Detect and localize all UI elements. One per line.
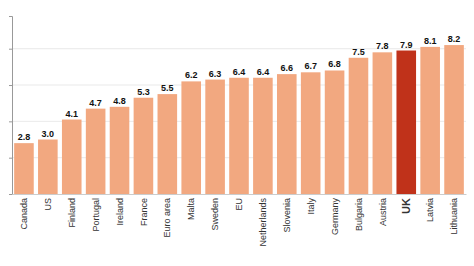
- data-label: 7.9: [400, 40, 413, 50]
- x-tick-label: Austria: [378, 198, 388, 226]
- data-label: 5.3: [137, 87, 150, 97]
- x-tick: Ireland: [115, 194, 125, 226]
- x-tick-label: Ireland: [115, 198, 125, 226]
- x-tick-label: EU: [234, 198, 244, 211]
- x-tick: Portugal: [91, 194, 101, 232]
- bar: [253, 78, 273, 194]
- y-tick-mark: [9, 85, 12, 86]
- x-tick-label: Malta: [186, 198, 196, 220]
- x-tick: France: [139, 194, 149, 226]
- y-tick: [9, 121, 12, 122]
- data-label: 4.8: [113, 96, 126, 106]
- bar: [373, 52, 393, 194]
- bar: [14, 143, 34, 194]
- x-tick-label: Sweden: [210, 198, 220, 231]
- data-label: 4.1: [65, 109, 78, 119]
- data-label: 6.2: [185, 70, 198, 80]
- x-tick-label: France: [139, 198, 149, 226]
- x-tick-label: Germany: [330, 198, 340, 236]
- x-tick: Bulgaria: [354, 194, 364, 231]
- data-label: 4.7: [89, 98, 102, 108]
- x-tick-label: Lithuania: [449, 198, 459, 235]
- x-tick-label: Finland: [67, 198, 77, 228]
- data-labels: 2.8 3.0 4.1 4.7 4.8 5.3 5.5 6.2 6.3 6.4 6.4 6.6 6.7 6…: [18, 34, 461, 142]
- x-tick: Slovenia: [282, 194, 292, 233]
- data-label: 6.3: [209, 69, 222, 79]
- x-tick: Latvia: [425, 194, 435, 222]
- data-label: 6.7: [304, 61, 317, 71]
- y-tick-mark: [9, 49, 12, 50]
- bar: [110, 107, 130, 194]
- bar: [277, 74, 297, 194]
- data-label: 6.8: [328, 59, 341, 69]
- plot: Canada US Finland Portugal Ireland France Euro…: [9, 17, 467, 247]
- x-tick-label: UK: [400, 198, 412, 214]
- x-tick-label: Slovenia: [282, 198, 292, 233]
- x-tick: Canada: [19, 194, 29, 230]
- bar: [301, 72, 321, 194]
- data-label: 6.4: [233, 67, 246, 77]
- bar: [205, 80, 225, 194]
- bar: [38, 140, 58, 194]
- y-tick: [9, 85, 12, 86]
- x-tick: Lithuania: [449, 194, 459, 235]
- x-tick-label: Euro area: [162, 198, 172, 238]
- grid-line: [12, 48, 466, 49]
- x-tick: US: [43, 194, 53, 211]
- x-tick: EU: [234, 194, 244, 211]
- x-axis-line: [13, 194, 467, 195]
- data-label: 8.1: [424, 36, 437, 46]
- x-tick: UK: [400, 194, 412, 214]
- bar: [444, 45, 464, 194]
- x-tick-label: Latvia: [425, 198, 435, 222]
- bar: [396, 51, 416, 194]
- data-label: 6.6: [281, 63, 294, 73]
- y-axis-line: [9, 17, 13, 195]
- x-tick-label: Netherlands: [258, 198, 268, 247]
- x-tick: Malta: [186, 194, 196, 220]
- bars: [14, 45, 464, 194]
- bar: [181, 81, 201, 194]
- y-tick-mark: [9, 121, 12, 122]
- data-label: 6.4: [257, 67, 270, 77]
- chart: Canada US Finland Portugal Ireland France Euro…: [0, 0, 474, 266]
- bar: [349, 58, 369, 194]
- x-tick: Italy: [306, 194, 316, 215]
- x-tick: Austria: [378, 194, 388, 226]
- x-tick: Finland: [67, 194, 77, 228]
- bar: [158, 94, 178, 194]
- bar: [420, 47, 440, 194]
- x-axis: Canada US Finland Portugal Ireland France Euro…: [13, 194, 467, 247]
- x-tick-label: US: [43, 198, 53, 211]
- x-tick: Germany: [330, 194, 340, 235]
- y-tick: [9, 49, 12, 50]
- x-tick-label: Canada: [19, 198, 29, 230]
- x-tick: Sweden: [210, 194, 220, 231]
- data-label: 7.5: [352, 47, 365, 57]
- y-axis: [9, 17, 13, 195]
- data-label: 8.2: [448, 34, 461, 44]
- y-tick: [9, 158, 12, 159]
- data-label: 3.0: [42, 129, 55, 139]
- bar: [325, 70, 345, 194]
- bar: [86, 109, 106, 194]
- data-label: 2.8: [18, 132, 31, 142]
- bar: [62, 120, 82, 194]
- data-label: 7.8: [376, 41, 389, 51]
- bar: [134, 98, 154, 194]
- bar: [229, 78, 249, 194]
- data-label: 5.5: [161, 83, 174, 93]
- x-tick-label: Bulgaria: [354, 198, 364, 231]
- x-tick-label: Portugal: [91, 198, 101, 232]
- y-tick-mark: [9, 158, 12, 159]
- x-tick-label: Italy: [306, 198, 316, 215]
- x-tick: Euro area: [162, 194, 172, 238]
- x-tick: Netherlands: [258, 194, 268, 247]
